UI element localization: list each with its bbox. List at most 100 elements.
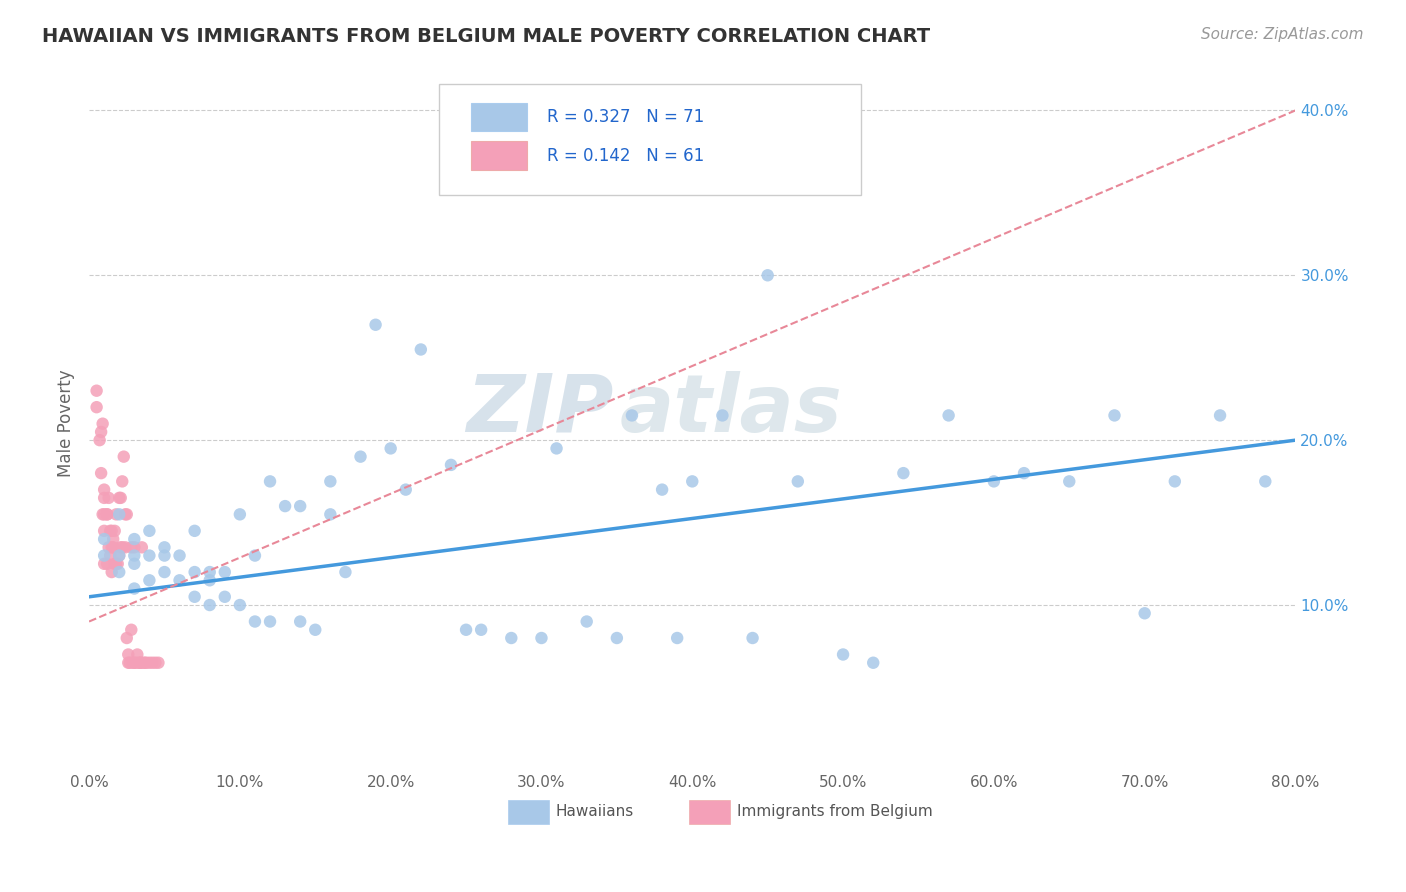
Point [114,541,136,555]
Point [1012,466,1035,480]
Point [243,615,266,629]
Point [1104,409,1126,423]
Point [93,532,115,546]
Point [104,557,127,571]
Point [135,656,157,670]
Point [93,549,115,563]
Point [153,565,176,579]
Point [100,524,122,538]
Point [274,499,297,513]
Point [111,541,134,555]
Point [290,499,312,513]
Point [115,508,138,522]
Point [108,508,131,522]
Point [786,475,808,489]
Point [112,450,135,464]
Point [454,623,477,637]
Point [138,549,160,563]
Point [214,590,236,604]
Point [89,433,111,447]
Point [129,656,152,670]
Point [90,466,112,480]
Point [741,631,763,645]
Point [501,631,523,645]
Point [127,648,149,662]
Point [546,442,568,456]
Point [711,409,734,423]
Point [409,343,432,357]
Point [440,458,463,472]
Point [86,384,108,398]
Point [938,409,960,423]
Point [862,656,884,670]
Point [108,491,131,505]
Point [104,524,127,538]
Point [124,557,146,571]
Point [229,508,252,522]
Point [1133,607,1156,621]
Y-axis label: Male Poverty: Male Poverty [58,370,75,477]
Point [1209,409,1232,423]
Point [681,475,703,489]
Point [349,450,371,464]
Point [115,631,138,645]
Point [198,574,221,588]
Point [100,565,122,579]
Point [108,549,131,563]
Point [259,615,281,629]
Point [1164,475,1187,489]
Point [117,648,139,662]
Point [530,631,553,645]
Point [105,557,128,571]
Point [108,549,131,563]
Point [120,623,142,637]
Point [91,508,114,522]
Point [290,615,312,629]
Point [893,466,915,480]
Point [103,532,125,546]
Point [110,491,132,505]
Point [141,656,163,670]
Point [131,541,153,555]
Point [183,524,205,538]
Point [103,541,125,555]
Point [666,631,689,645]
FancyBboxPatch shape [471,103,527,131]
FancyBboxPatch shape [471,141,527,169]
Point [259,475,281,489]
Point [93,483,115,497]
Point [364,318,387,332]
Text: atlas: atlas [620,371,842,449]
Point [243,549,266,563]
Point [96,508,118,522]
Point [100,541,122,555]
Text: HAWAIIAN VS IMMIGRANTS FROM BELGIUM MALE POVERTY CORRELATION CHART: HAWAIIAN VS IMMIGRANTS FROM BELGIUM MALE… [42,27,931,45]
Point [832,648,855,662]
Point [96,557,118,571]
Point [183,565,205,579]
Point [120,541,142,555]
Point [319,475,342,489]
Point [93,508,115,522]
Point [575,615,598,629]
Point [983,475,1005,489]
Point [153,541,176,555]
Point [118,656,141,670]
Point [93,524,115,538]
Point [138,656,160,670]
Point [114,508,136,522]
Point [198,565,221,579]
Point [107,557,129,571]
Point [606,631,628,645]
Point [1057,475,1080,489]
Point [138,574,160,588]
Point [153,549,176,563]
Point [470,623,492,637]
Point [90,425,112,439]
Point [756,268,779,283]
Point [651,483,673,497]
Text: Hawaiians: Hawaiians [555,804,634,819]
FancyBboxPatch shape [689,800,730,824]
Point [129,656,152,670]
Point [304,623,326,637]
